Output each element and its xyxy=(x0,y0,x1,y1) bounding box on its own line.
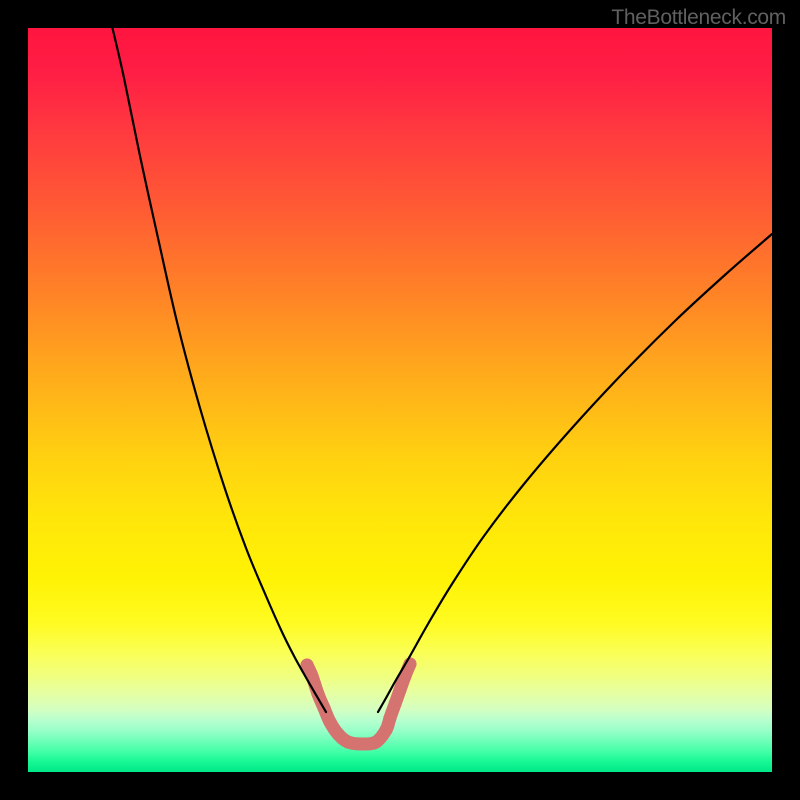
chart-background-gradient xyxy=(28,28,772,772)
chart-area xyxy=(28,28,772,772)
watermark-text: TheBottleneck.com xyxy=(611,6,786,30)
